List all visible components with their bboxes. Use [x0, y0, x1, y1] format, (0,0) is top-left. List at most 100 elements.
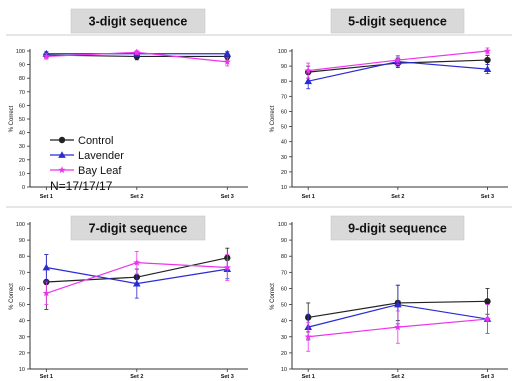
y-tick-label: 20 [281, 351, 287, 357]
legend-marker [58, 151, 66, 158]
y-tick-label: 60 [281, 109, 287, 115]
y-tick-label: 50 [19, 303, 25, 309]
y-tick-label: 10 [19, 367, 25, 373]
panel-title-box [330, 8, 465, 34]
panel-title-box [330, 215, 465, 241]
y-tick-label: 60 [19, 286, 25, 292]
data-point [394, 56, 402, 64]
y-tick-label: 50 [19, 117, 25, 123]
y-tick-label: 90 [281, 238, 287, 244]
legend: Control Lavender Bay Leaf N=17/17/17 [50, 135, 124, 193]
y-tick-label: 70 [281, 270, 287, 276]
y-tick-label: 10 [281, 185, 287, 191]
y-tick-label: 80 [19, 254, 25, 260]
y-axis-label: % Correct [270, 105, 276, 132]
data-point [133, 258, 141, 266]
y-tick-label: 0 [22, 185, 25, 191]
x-tick-label: Set 3 [481, 374, 494, 380]
chart-panel-3: 10 20 30 40 50 60 70 80 90 100 Set 1 Set 2 Set 3 % Co… [9, 215, 248, 380]
legend-marker [58, 166, 66, 174]
legend-label: Lavender [78, 150, 124, 162]
data-point [483, 47, 492, 55]
x-tick-label: Set 1 [40, 194, 53, 200]
y-tick-label: 50 [281, 303, 287, 309]
y-tick-label: 90 [19, 63, 25, 69]
panel-title: 7-digit sequence [89, 222, 188, 236]
data-point [223, 49, 232, 57]
y-tick-label: 30 [19, 144, 25, 150]
panel-title: 5-digit sequence [348, 15, 447, 29]
y-tick-label: 70 [19, 270, 25, 276]
sample-size-note: N=17/17/17 [50, 179, 113, 193]
y-tick-label: 100 [16, 222, 25, 228]
series-bay-leaf [42, 48, 231, 67]
y-tick-label: 40 [281, 140, 287, 146]
legend-label: Control [78, 135, 113, 147]
y-tick-label: 80 [281, 254, 287, 260]
data-point [483, 315, 492, 323]
x-tick-label: Set 1 [302, 374, 315, 380]
legend-marker [58, 136, 66, 144]
panel-title: 9-digit sequence [348, 222, 447, 236]
x-tick-label: Set 3 [221, 194, 234, 200]
x-tick-label: Set 3 [221, 374, 234, 380]
y-axis-label: % Correct [9, 105, 15, 132]
chart-panel-1: 0 10 20 30 40 50 60 70 80 90 100 Set 1 Set 2 Set 3 % C… [9, 8, 248, 200]
data-point [394, 300, 402, 308]
data-point [304, 332, 312, 340]
y-tick-label: 10 [281, 367, 287, 373]
y-tick-label: 40 [19, 319, 25, 325]
y-tick-label: 70 [281, 94, 287, 100]
data-point [42, 52, 50, 60]
panel-title-box [70, 8, 206, 34]
y-tick-label: 30 [281, 335, 287, 341]
data-point [133, 279, 141, 287]
y-tick-label: 50 [281, 125, 287, 131]
y-tick-label: 20 [19, 158, 25, 164]
data-point [304, 66, 312, 74]
y-tick-label: 90 [19, 238, 25, 244]
data-point [133, 48, 141, 56]
y-tick-label: 100 [278, 222, 287, 228]
y-tick-label: 40 [281, 319, 287, 325]
y-tick-label: 30 [281, 155, 287, 161]
data-point [304, 77, 312, 85]
legend-entry-bay-leaf: Bay Leaf [50, 165, 122, 177]
y-tick-label: 70 [19, 90, 25, 96]
y-tick-label: 20 [281, 170, 287, 176]
y-tick-label: 20 [19, 351, 25, 357]
y-tick-label: 80 [19, 76, 25, 82]
x-tick-label: Set 1 [302, 194, 315, 200]
y-tick-label: 60 [281, 286, 287, 292]
y-tick-label: 10 [19, 171, 25, 177]
data-point [484, 56, 491, 64]
legend-entry-lavender: Lavender [50, 150, 124, 162]
x-tick-label: Set 2 [391, 374, 404, 380]
y-tick-label: 30 [19, 335, 25, 341]
chart-panel-4: 10 20 30 40 50 60 70 80 90 100 Set 1 Set 2 Set 3 % Co… [270, 215, 508, 380]
data-point [394, 323, 402, 331]
panels: 0 10 20 30 40 50 60 70 80 90 100 Set 1 Set 2 Set 3 % C… [9, 8, 508, 380]
data-point [223, 263, 231, 271]
y-tick-label: 90 [281, 64, 287, 70]
x-tick-label: Set 2 [130, 194, 143, 200]
x-tick-label: Set 2 [130, 374, 143, 380]
chart-panel-2: 10 20 30 40 50 60 70 80 90 100 Set 1 Set 2 Set 3 % Co… [270, 8, 508, 200]
data-point [483, 65, 492, 72]
y-tick-label: 60 [19, 103, 25, 109]
y-tick-label: 80 [281, 79, 287, 85]
y-tick-label: 100 [16, 49, 25, 55]
x-tick-label: Set 3 [481, 194, 494, 200]
y-axis-label: % Correct [9, 283, 15, 310]
x-tick-label: Set 2 [391, 194, 404, 200]
legend-label: Bay Leaf [78, 165, 122, 177]
x-tick-label: Set 1 [40, 374, 53, 380]
data-point [42, 289, 50, 297]
panel-title: 3-digit sequence [89, 15, 188, 29]
y-tick-label: 40 [19, 131, 25, 137]
series-bay-leaf [304, 304, 492, 352]
data-point [223, 58, 231, 65]
data-point [484, 298, 491, 305]
data-point [42, 263, 51, 271]
